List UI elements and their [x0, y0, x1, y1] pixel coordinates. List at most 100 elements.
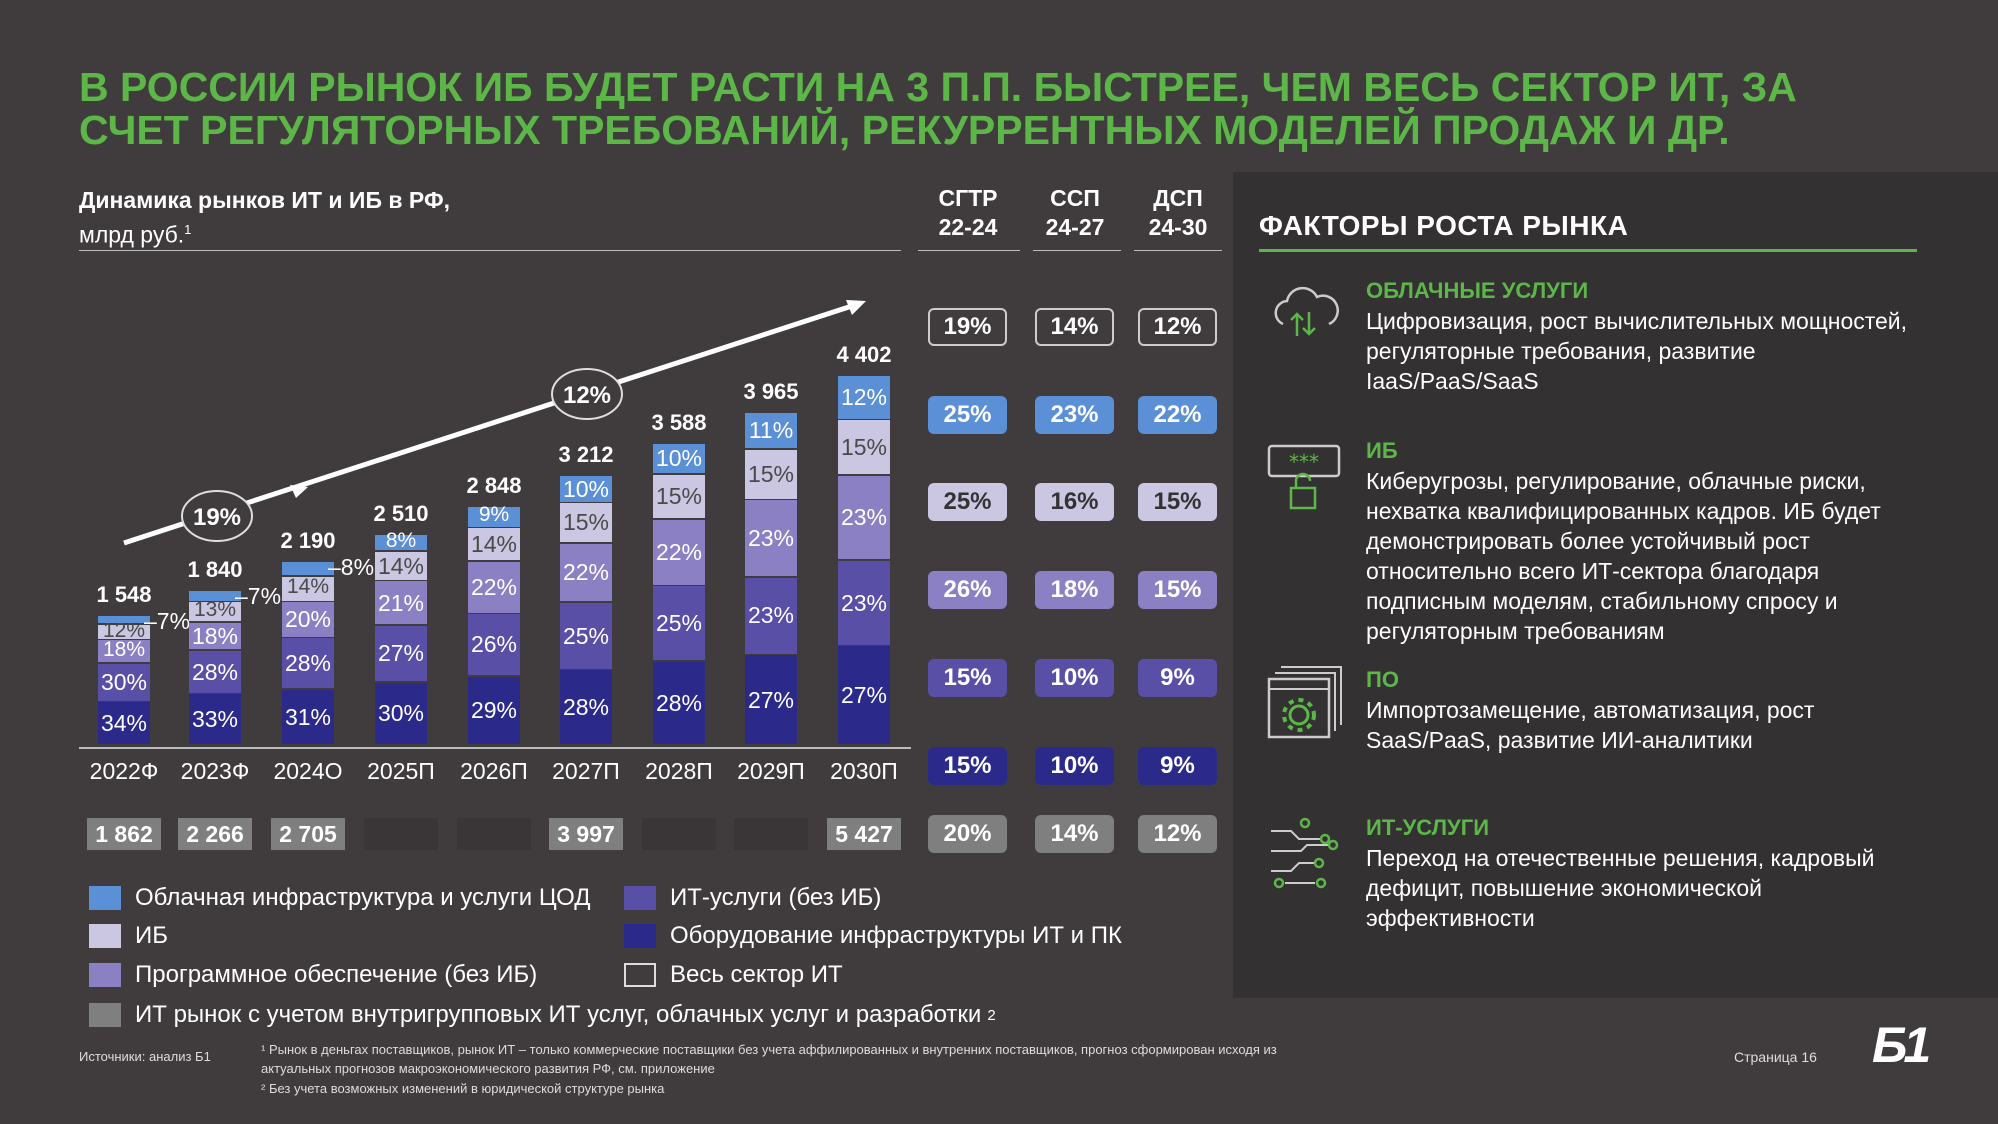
- segment-label: –7%: [144, 607, 191, 634]
- segment-label: 23%: [840, 589, 888, 616]
- cagr-value: 26%: [928, 571, 1007, 609]
- bar-segment: [653, 474, 705, 519]
- bar-segment: [189, 602, 241, 622]
- cagr-divider: [1134, 250, 1222, 251]
- segment-label: 28%: [655, 689, 703, 716]
- cagr-value: 15%: [928, 747, 1007, 785]
- segment-label: 25%: [562, 622, 610, 649]
- bar-total-label: 1 840: [187, 557, 243, 583]
- x-tick-label: 2023Ф: [180, 758, 250, 784]
- segment-label: 11%: [748, 417, 794, 444]
- cagr-header-1: СГТР 22-24: [938, 185, 998, 240]
- segment-label: 13%: [193, 598, 237, 622]
- cagr-value: 15%: [928, 659, 1007, 697]
- cagr-value: 25%: [928, 483, 1007, 521]
- factor-it-services: ИТ-УСЛУГИ Переход на отечественные решен…: [1259, 813, 1979, 931]
- extended-market-empty: [734, 818, 808, 850]
- footnote-mark: 1: [184, 222, 192, 237]
- bar-segment: [282, 561, 334, 575]
- bar-total-label: 2 848: [466, 472, 522, 498]
- bar-segment: [98, 624, 150, 639]
- bar-segment: [189, 694, 241, 745]
- bar-segment: [560, 543, 612, 602]
- segment-label: 30%: [100, 668, 148, 695]
- bar-segment: [468, 614, 520, 676]
- factor-text: Переход на отечественные решения, кадров…: [1366, 845, 1875, 931]
- x-axis: [79, 747, 911, 749]
- segment-label: 34%: [100, 710, 148, 737]
- bar-segment: [560, 503, 612, 542]
- factor-text: Цифровизация, рост вычислительных мощнос…: [1366, 308, 1908, 394]
- legend-item-software: Программное обеспечение (без ИБ): [89, 961, 537, 989]
- cagr-value: 22%: [1138, 396, 1217, 434]
- panel-divider: [1259, 249, 1917, 252]
- bar-segment: [745, 577, 797, 654]
- x-tick-label: 2024О: [273, 758, 343, 784]
- bar-segment: [375, 625, 427, 682]
- x-tick-label: 2030П: [830, 758, 898, 784]
- bar-segment: [189, 622, 241, 650]
- bar-segment: [838, 561, 890, 645]
- segment-label: 28%: [191, 658, 239, 685]
- subtitle-divider: [79, 250, 901, 251]
- bar-segment: [560, 476, 612, 502]
- bar-segment: [189, 591, 241, 601]
- legend-item-hardware: Оборудование инфраструктуры ИТ и ПК: [624, 922, 1122, 950]
- bar-segment: [282, 689, 334, 745]
- x-tick-label: 2027П: [552, 758, 620, 784]
- bar-segment: [189, 650, 241, 693]
- segment-label: 8%: [385, 529, 417, 553]
- segment-label: 15%: [655, 483, 703, 510]
- bar-segment: [745, 449, 797, 499]
- extended-market-value: 1 862: [87, 818, 161, 850]
- bar-segment: [282, 638, 334, 688]
- page-title: В России рынок ИБ будет расти на 3 п.п. …: [79, 64, 1797, 153]
- footnote-1: ¹ Рынок в деньгах поставщиков, рынок ИТ …: [261, 1042, 1277, 1076]
- segment-label: 21%: [377, 589, 425, 616]
- segment-label: 20%: [284, 606, 332, 633]
- factor-text: Импортозамещение, автоматизация, рост Sa…: [1366, 697, 1815, 753]
- cagr-value: 23%: [1035, 396, 1114, 434]
- segment-label: 12%: [840, 384, 888, 411]
- factor-text: Киберугрозы, регулирование, облачные рис…: [1366, 468, 1881, 644]
- bar-total-label: 2 190: [280, 527, 336, 553]
- factor-title: ПО: [1366, 667, 1399, 692]
- svg-text:***: ***: [1289, 450, 1319, 474]
- segment-label: 26%: [470, 631, 518, 658]
- x-tick-label: 2028П: [645, 758, 713, 784]
- bar-segment: [560, 670, 612, 745]
- segment-label: 30%: [377, 700, 425, 727]
- footnote-2: ² Без учета возможных изменений в юридич…: [261, 1081, 665, 1096]
- bar-segment: [468, 506, 520, 527]
- bar-segment: [98, 615, 150, 624]
- segment-label: 23%: [747, 602, 795, 629]
- cagr-divider: [918, 250, 1020, 251]
- page-number: Страница 16: [1734, 1049, 1817, 1065]
- cagr-value: 9%: [1138, 747, 1217, 785]
- extended-market-value: 3 997: [549, 818, 623, 850]
- b1-logo: Б1: [1872, 1017, 1931, 1073]
- bar-segment: [838, 376, 890, 419]
- segment-label: 29%: [470, 697, 518, 724]
- bar-segment: [745, 500, 797, 577]
- password-lock-icon: ***: [1267, 444, 1341, 510]
- x-tick-label: 2025П: [367, 758, 435, 784]
- bar-total-label: 3 965: [743, 378, 799, 404]
- growth-label: 19%: [193, 504, 241, 531]
- factor-title: ИБ: [1366, 438, 1398, 463]
- cagr-value: 10%: [1035, 747, 1114, 785]
- bar-segment: [98, 702, 150, 745]
- legend-item-it-services: ИТ-услуги (без ИБ): [624, 884, 881, 912]
- factor-cloud: ОБЛАЧНЫЕ УСЛУГИ Цифровизация, рост вычис…: [1259, 276, 1979, 396]
- cagr-value: 14%: [1035, 815, 1114, 853]
- segment-label: –7%: [235, 583, 282, 610]
- cagr-value: 9%: [1138, 659, 1217, 697]
- bar-segment: [282, 576, 334, 601]
- bar-total-label: 1 548: [96, 581, 152, 607]
- extended-market-empty: [457, 818, 531, 850]
- extended-market-value: 2 266: [178, 818, 252, 850]
- growth-label: 12%: [563, 382, 611, 409]
- bar-segment: [98, 640, 150, 663]
- bar-segment: [375, 682, 427, 745]
- growth-factors-panel: Факторы роста рынка ОБЛАЧНЫЕ УСЛУГИ Цифр…: [1233, 172, 1998, 998]
